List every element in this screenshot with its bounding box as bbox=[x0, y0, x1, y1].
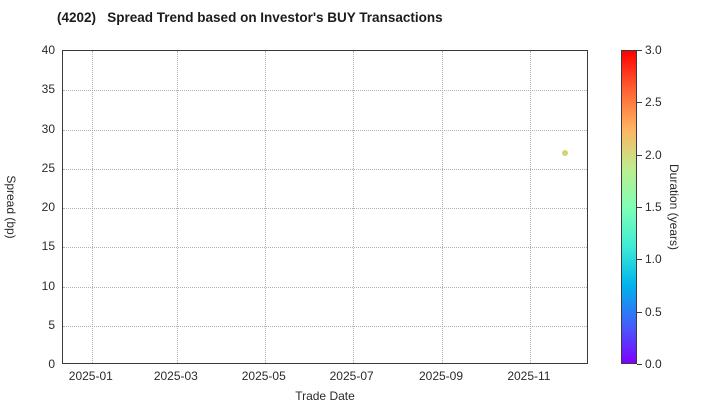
colorbar-tick bbox=[637, 102, 642, 104]
colorbar-tick bbox=[637, 154, 642, 156]
x-gridline bbox=[442, 51, 443, 363]
x-tick-label: 2025-03 bbox=[153, 369, 198, 383]
y-tick-label: 20 bbox=[41, 200, 55, 214]
y-gridline bbox=[63, 286, 587, 288]
y-gridline bbox=[63, 129, 587, 131]
y-tick-label: 25 bbox=[41, 160, 55, 175]
x-tick-label: 2025-09 bbox=[418, 369, 464, 383]
colorbar-tick-label: 0.5 bbox=[645, 304, 662, 319]
plot-area bbox=[62, 50, 588, 364]
x-gridline bbox=[529, 51, 531, 363]
colorbar-tick-label: 3.0 bbox=[645, 43, 662, 57]
colorbar-tick bbox=[637, 50, 642, 51]
colorbar-tick-label: 1.0 bbox=[645, 252, 662, 267]
y-tick-label: 30 bbox=[41, 121, 55, 136]
y-tick-label: 0 bbox=[48, 357, 55, 371]
colorbar-tick-label: 0.0 bbox=[645, 357, 662, 371]
x-gridline bbox=[176, 51, 178, 363]
x-axis-label: Trade Date bbox=[295, 389, 355, 403]
x-tick-label: 2025-01 bbox=[68, 369, 113, 383]
colorbar-label: Duration (years) bbox=[667, 163, 681, 251]
y-tick-label: 10 bbox=[41, 278, 55, 293]
colorbar-tick-label: 2.0 bbox=[645, 147, 662, 162]
x-tick-label: 2025-07 bbox=[329, 369, 374, 383]
colorbar-tick bbox=[637, 364, 642, 365]
chart-title: (4202) Spread Trend based on Investor's … bbox=[57, 10, 443, 25]
y-tick-label: 15 bbox=[41, 239, 55, 254]
y-axis-label: Spread (bp) bbox=[4, 175, 18, 239]
data-point bbox=[561, 149, 568, 156]
y-tick-label: 40 bbox=[41, 43, 55, 57]
x-gridline bbox=[91, 51, 93, 363]
y-gridline bbox=[63, 208, 587, 209]
y-gridline bbox=[63, 168, 587, 170]
x-tick-label: 2025-05 bbox=[241, 369, 286, 383]
y-tick-label: 35 bbox=[41, 82, 55, 97]
y-gridline bbox=[63, 90, 587, 92]
y-gridline bbox=[63, 247, 587, 249]
colorbar bbox=[621, 50, 637, 364]
colorbar-tick-label: 2.5 bbox=[645, 95, 662, 110]
colorbar-tick bbox=[637, 311, 642, 313]
colorbar-tick bbox=[637, 259, 642, 261]
colorbar-tick bbox=[637, 207, 642, 208]
colorbar-tick-label: 1.5 bbox=[645, 200, 662, 214]
x-tick-label: 2025-11 bbox=[507, 369, 551, 383]
x-gridline bbox=[264, 51, 266, 363]
y-tick-label: 5 bbox=[48, 317, 55, 332]
x-gridline bbox=[352, 51, 354, 363]
y-gridline bbox=[63, 325, 587, 327]
